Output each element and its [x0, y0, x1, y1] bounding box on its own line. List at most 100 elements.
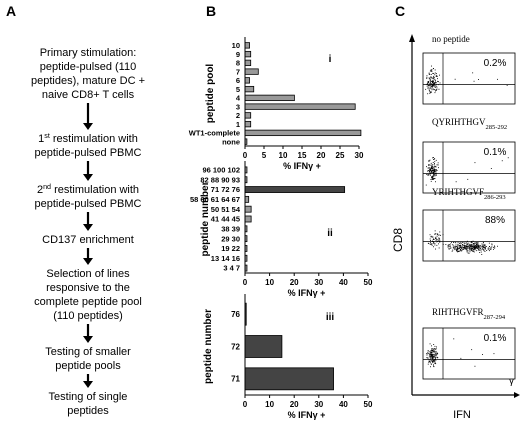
event-dot	[466, 246, 468, 248]
event-dot	[432, 169, 434, 171]
event-dot	[429, 351, 431, 353]
event-dot	[477, 246, 479, 248]
event-dot	[432, 72, 434, 74]
event-dot	[433, 73, 435, 74]
event-dot	[432, 179, 433, 180]
event-dot	[432, 82, 434, 83]
event-dot	[430, 83, 432, 85]
x-tick-label: 5	[262, 151, 267, 160]
event-dot	[474, 245, 476, 246]
event-dot	[461, 250, 463, 252]
flow-step-1-line-4: naive CD8+ T cells	[42, 89, 135, 101]
event-dot	[435, 363, 437, 365]
event-dot	[463, 246, 465, 247]
event-dot	[430, 179, 432, 180]
event-dot	[430, 363, 432, 365]
event-dot	[431, 69, 433, 71]
category-label: 5	[236, 85, 240, 94]
category-label: 13 14 16	[211, 254, 240, 263]
event-dot	[434, 362, 436, 364]
event-dot	[431, 361, 433, 362]
event-dot	[435, 172, 436, 174]
event-dot	[432, 83, 434, 85]
event-dot	[435, 159, 437, 161]
category-label: 4	[236, 94, 241, 103]
event-dot	[472, 248, 473, 249]
event-dot	[430, 70, 432, 72]
event-dot	[447, 245, 449, 247]
event-dot	[461, 246, 463, 247]
bar	[244, 50, 252, 58]
event-dot	[434, 171, 436, 172]
event-dot	[432, 350, 434, 351]
event-dot	[451, 241, 452, 243]
event-dot	[478, 244, 479, 246]
cd8-axis-arrow-head	[409, 34, 415, 42]
event-dot	[430, 240, 431, 241]
event-dot	[460, 249, 462, 251]
event-dot	[467, 246, 469, 248]
event-dot	[447, 246, 449, 248]
event-dot	[436, 240, 438, 242]
event-dot	[470, 246, 472, 248]
event-dot	[433, 360, 435, 362]
flow-step-7-line-2: peptides	[67, 405, 109, 417]
event-dot	[433, 365, 434, 367]
event-dots	[427, 230, 498, 255]
event-dot	[433, 178, 434, 180]
event-dot	[460, 247, 462, 248]
event-dot	[428, 82, 430, 83]
event-dot	[429, 168, 431, 169]
event-dot	[434, 230, 436, 232]
event-dot	[434, 79, 436, 81]
event-dot	[479, 248, 481, 250]
event-dot	[432, 167, 433, 169]
event-dot	[431, 78, 433, 80]
event-dot	[433, 164, 435, 166]
event-dot	[459, 245, 461, 247]
event-dot	[493, 248, 494, 250]
event-dot	[454, 249, 456, 251]
event-dot	[479, 252, 481, 253]
bar	[244, 85, 255, 93]
event-dot	[475, 248, 477, 250]
event-dot	[434, 233, 436, 235]
event-dot	[438, 234, 440, 236]
event-dot	[462, 244, 464, 245]
event-dot	[435, 169, 437, 171]
event-dot	[430, 242, 431, 244]
event-dot	[430, 88, 432, 90]
event-dot	[432, 236, 434, 238]
event-dot	[429, 172, 431, 174]
event-dot	[432, 360, 433, 362]
x-tick-label: 20	[290, 278, 299, 287]
category-label: none	[222, 137, 240, 146]
event-dot	[434, 174, 436, 176]
arrow-head	[83, 224, 93, 231]
event-dot	[434, 356, 436, 358]
event-dot	[466, 242, 468, 244]
event-dot	[432, 176, 434, 178]
event-dot	[432, 348, 433, 350]
event-dot	[439, 241, 441, 243]
event-dot	[427, 350, 429, 351]
event-dot	[484, 251, 486, 252]
event-dot	[429, 169, 431, 170]
event-dot	[435, 75, 437, 77]
event-dot	[452, 245, 454, 247]
event-dot	[435, 169, 437, 170]
flow-step-1-line-1: Primary stimulation:	[40, 47, 137, 59]
event-dot	[471, 246, 473, 248]
event-dot	[472, 246, 474, 248]
event-dot	[433, 172, 435, 174]
event-dot	[429, 354, 431, 356]
event-dot	[459, 246, 460, 248]
facs-percent-label: 0.1%	[484, 147, 507, 158]
event-dot	[433, 366, 435, 368]
event-dot	[431, 166, 433, 168]
event-dots	[425, 65, 508, 95]
category-label: 50 51 54	[211, 205, 241, 214]
event-dot	[431, 354, 433, 356]
event-dot	[467, 252, 469, 254]
event-dot	[469, 248, 470, 250]
